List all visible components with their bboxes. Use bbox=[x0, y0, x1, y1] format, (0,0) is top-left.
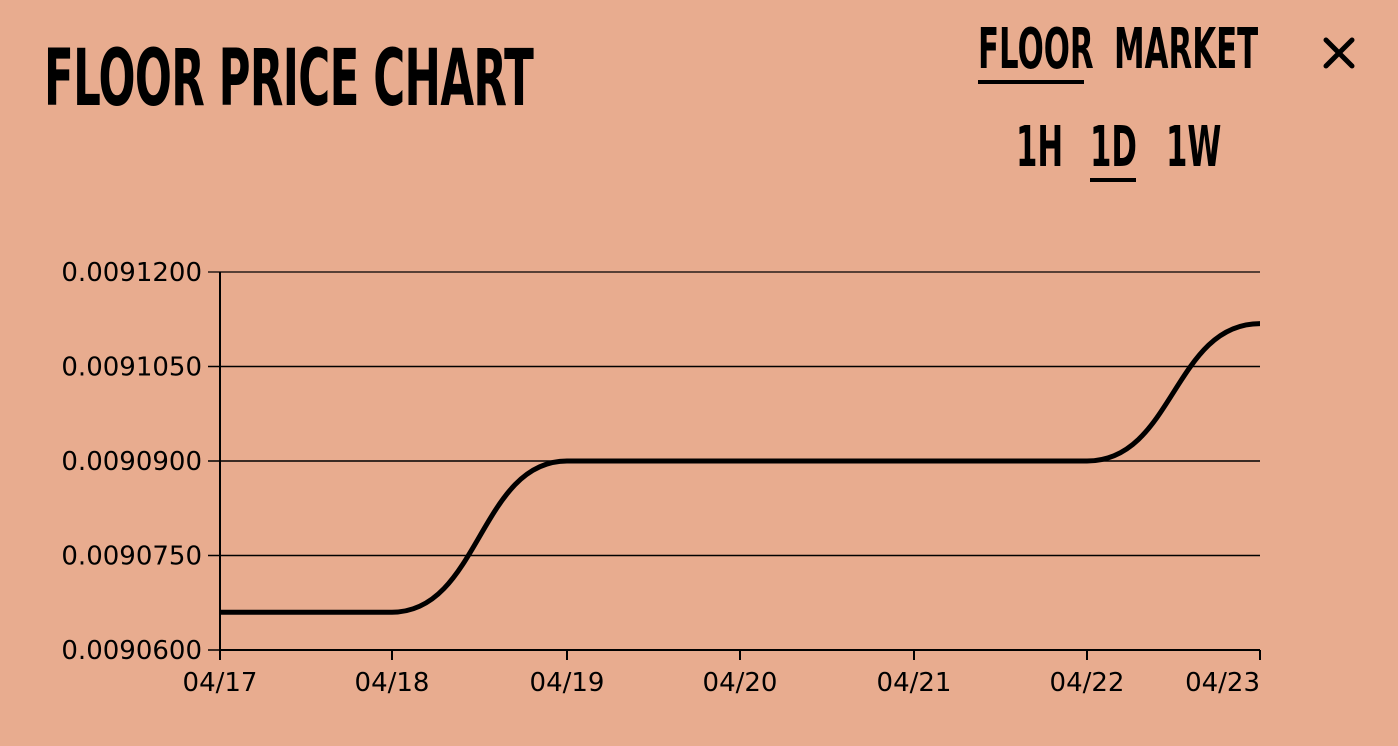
floor-price-line bbox=[219, 321, 1261, 615]
x-tick-label: 04/20 bbox=[703, 668, 778, 698]
y-tick-label: 0.0090600 bbox=[61, 636, 202, 666]
y-tick-label: 0.0091050 bbox=[61, 353, 202, 383]
x-tick-label: 04/19 bbox=[530, 668, 605, 698]
x-tick-label: 04/18 bbox=[355, 668, 430, 698]
tab-market[interactable]: MARKET bbox=[1114, 22, 1258, 78]
range-tabs: 1H 1D 1W bbox=[1016, 115, 1221, 182]
y-tick-label: 0.0090750 bbox=[61, 542, 202, 572]
tab-floor[interactable]: FLOOR bbox=[978, 22, 1094, 84]
tab-1h[interactable]: 1H bbox=[1016, 115, 1064, 180]
tab-1d[interactable]: 1D bbox=[1090, 115, 1137, 182]
x-tick-label: 04/21 bbox=[877, 668, 952, 698]
y-tick-label: 0.0090900 bbox=[61, 447, 202, 477]
tab-1d-label: 1D bbox=[1090, 115, 1137, 180]
page-title: FLOOR PRICE CHART bbox=[44, 34, 534, 124]
mode-tabs: FLOOR MARKET bbox=[978, 22, 1258, 84]
x-tick-label: 04/17 bbox=[183, 668, 258, 698]
tab-1w-label: 1W bbox=[1166, 115, 1222, 180]
x-tick-label: 04/22 bbox=[1050, 668, 1125, 698]
tab-market-label: MARKET bbox=[1114, 17, 1259, 82]
tab-1h-label: 1H bbox=[1016, 115, 1064, 180]
close-icon[interactable] bbox=[1318, 30, 1362, 74]
tab-floor-label: FLOOR bbox=[978, 17, 1094, 82]
y-tick-label: 0.0091200 bbox=[61, 258, 202, 288]
tab-1w[interactable]: 1W bbox=[1166, 120, 1221, 176]
x-tick-label: 04/23 bbox=[1185, 668, 1260, 698]
